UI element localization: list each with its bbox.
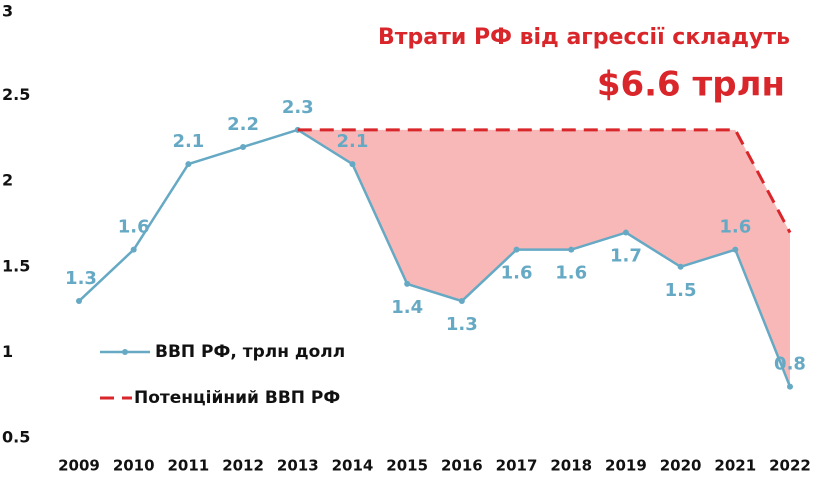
- y-tick-label: 0.5: [2, 428, 30, 447]
- legend-label: ВВП РФ, трлн долл: [155, 342, 345, 362]
- point: [458, 298, 465, 305]
- x-tick-label: 2011: [168, 457, 210, 475]
- y-tick-label: 1.5: [2, 256, 30, 275]
- data-label: 1.7: [610, 246, 642, 267]
- gdp-line: [78, 128, 792, 388]
- point: [240, 143, 247, 150]
- data-label: 1.4: [391, 297, 423, 318]
- x-tick-label: 2019: [605, 457, 647, 475]
- y-tick-label: 3: [2, 2, 13, 21]
- data-label: 2.2: [227, 114, 259, 135]
- point: [732, 246, 739, 253]
- point: [76, 298, 82, 305]
- y-tick-label: 1: [2, 342, 13, 361]
- x-tick-label: 2015: [386, 457, 428, 475]
- point: [349, 161, 356, 168]
- x-tick-label: 2010: [113, 457, 155, 475]
- y-tick-label: 2.5: [2, 85, 30, 104]
- point: [622, 229, 629, 236]
- point: [185, 161, 192, 168]
- x-tick-label: 2016: [441, 457, 483, 475]
- y-tick-label: 2: [2, 171, 13, 190]
- x-tick-label: 2017: [496, 457, 538, 475]
- data-label: 2.3: [282, 97, 314, 118]
- x-tick-label: 2022: [769, 457, 811, 475]
- point: [677, 263, 684, 270]
- data-label: 2.1: [172, 131, 204, 152]
- data-label: 1.6: [555, 263, 587, 284]
- data-label: 1.6: [118, 217, 150, 238]
- chart-title: Втрати РФ від агрессії складуть: [378, 25, 790, 50]
- data-label: 1.3: [446, 314, 478, 335]
- x-tick-label: 2013: [277, 457, 319, 475]
- x-tick-label: 2021: [714, 457, 756, 475]
- data-label: 2.1: [337, 131, 369, 152]
- x-tick-label: 2020: [660, 457, 702, 475]
- point: [568, 246, 575, 253]
- x-tick-label: 2009: [58, 457, 100, 475]
- data-label: 1.6: [719, 217, 751, 238]
- point: [404, 280, 411, 287]
- data-label: 1.6: [501, 263, 533, 284]
- potential-line: [297, 128, 792, 234]
- legend-label: Потенційний ВВП РФ: [134, 388, 340, 408]
- data-label: 1.3: [65, 268, 97, 289]
- data-label: 1.5: [665, 280, 697, 301]
- point: [513, 246, 520, 253]
- legend-marker: [122, 349, 128, 355]
- x-tick-label: 2018: [550, 457, 592, 475]
- chart-subtitle: $6.6 трлн: [597, 65, 785, 105]
- point: [130, 246, 137, 253]
- x-tick-label: 2014: [332, 457, 374, 475]
- loss-area: [297, 129, 790, 387]
- point: [787, 383, 793, 390]
- data-label: 0.8: [774, 354, 806, 375]
- x-tick-label: 2012: [222, 457, 264, 475]
